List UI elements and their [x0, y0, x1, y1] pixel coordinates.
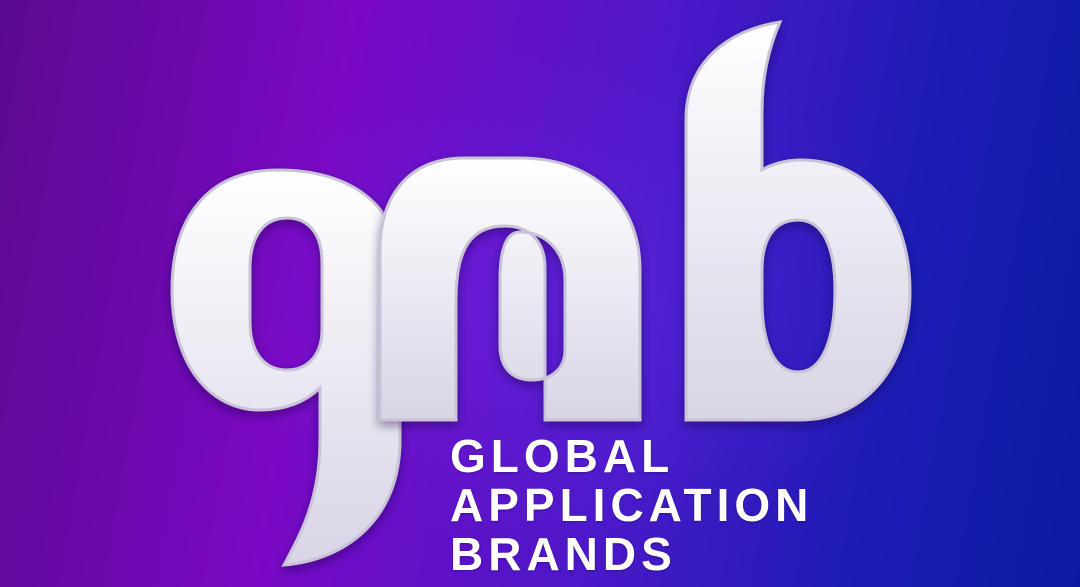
wordmark-line-1: GLOBAL — [450, 430, 675, 482]
wordmark-line-3: BRANDS — [450, 528, 677, 580]
letter-g-shape — [170, 168, 402, 567]
letter-b-shape — [684, 20, 912, 422]
wordmark-line-2: APPLICATION — [450, 479, 814, 531]
brand-wordmark: GLOBAL APPLICATION BRANDS — [450, 432, 813, 579]
letter-a-shape — [378, 156, 642, 422]
